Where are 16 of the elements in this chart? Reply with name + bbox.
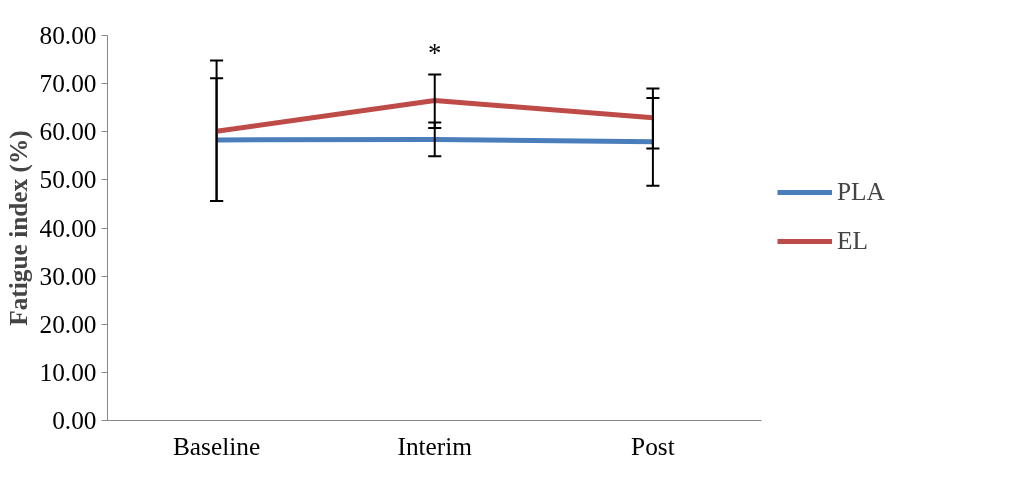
y-tick-label: 20.00 — [39, 309, 97, 338]
y-tick-label: 50.00 — [39, 165, 97, 194]
y-tick-label: 30.00 — [39, 261, 97, 290]
y-tick-label: 80.00 — [39, 21, 97, 49]
legend-label: EL — [837, 226, 868, 255]
y-tick-label: 60.00 — [39, 117, 97, 146]
y-tick-label: 0.00 — [52, 406, 97, 434]
x-tick-label: Baseline — [172, 431, 261, 460]
x-tick-label: Post — [631, 431, 675, 460]
annotation: * — [428, 37, 442, 68]
legend-label: PLA — [837, 177, 885, 206]
y-tick-label: 40.00 — [39, 213, 97, 242]
x-tick-label: Interim — [397, 431, 473, 460]
y-axis-title: Fatigue index (%) — [3, 130, 33, 326]
y-tick-label: 70.00 — [39, 69, 97, 98]
y-tick-label: 10.00 — [39, 357, 97, 386]
